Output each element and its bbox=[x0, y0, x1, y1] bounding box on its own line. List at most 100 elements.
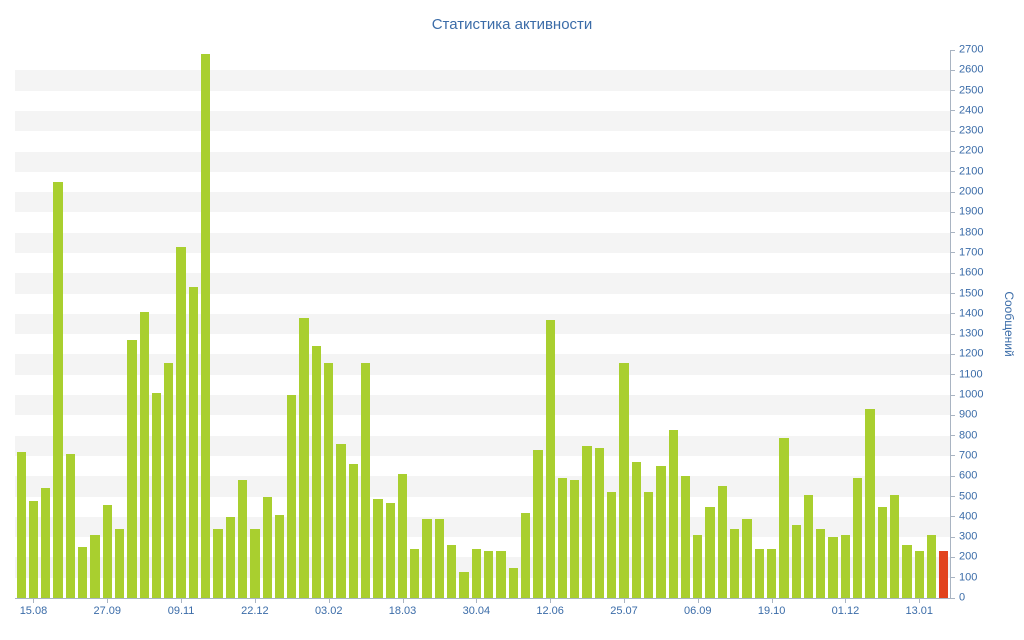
x-tick-mark bbox=[623, 599, 625, 603]
y-tick-label: 0 bbox=[959, 591, 966, 604]
bar bbox=[360, 362, 371, 598]
bar bbox=[594, 447, 605, 598]
y-tick-mark bbox=[951, 150, 955, 152]
chart-title: Статистика активности bbox=[431, 16, 593, 33]
grid-stripe bbox=[15, 313, 950, 335]
y-tick-label: 1500 bbox=[959, 287, 984, 300]
bar bbox=[213, 529, 223, 598]
y-tick-mark bbox=[951, 252, 955, 254]
y-tick-label: 1900 bbox=[959, 205, 984, 218]
y-tick-label: 300 bbox=[959, 530, 978, 543]
plot-area bbox=[15, 50, 951, 599]
x-tick-mark bbox=[181, 599, 183, 603]
bar bbox=[840, 535, 851, 598]
y-tick-label: 2300 bbox=[959, 124, 984, 137]
x-axis: 15.08 27.09 09.11 22.12 03.02 18.03 30.04 12.06… bbox=[15, 599, 950, 621]
bar bbox=[717, 486, 728, 598]
bar bbox=[336, 443, 346, 598]
bar bbox=[397, 474, 408, 598]
bar bbox=[545, 319, 555, 598]
x-tick-label: 12.06 bbox=[536, 605, 564, 617]
y-tick-label: 1100 bbox=[959, 368, 983, 381]
bar bbox=[520, 512, 531, 598]
bar bbox=[889, 494, 900, 598]
bar bbox=[348, 464, 358, 598]
bar bbox=[607, 492, 617, 598]
y-tick-mark bbox=[951, 130, 955, 132]
y-tick-label: 2500 bbox=[959, 84, 984, 97]
bar bbox=[262, 496, 272, 598]
bar bbox=[151, 393, 162, 598]
grid-stripe bbox=[15, 476, 950, 497]
x-tick-mark bbox=[254, 599, 256, 603]
bar bbox=[508, 567, 518, 598]
bar bbox=[656, 466, 666, 598]
grid-stripe bbox=[15, 557, 950, 578]
y-tick-mark bbox=[951, 516, 955, 518]
y-tick-mark bbox=[951, 333, 955, 335]
bar bbox=[496, 551, 506, 598]
y-tick-label: 500 bbox=[959, 490, 978, 503]
bar bbox=[410, 549, 420, 598]
bar bbox=[385, 502, 395, 598]
bar bbox=[90, 535, 100, 598]
y-tick-mark bbox=[951, 536, 955, 538]
bar bbox=[570, 480, 580, 598]
y-tick-mark bbox=[951, 272, 955, 274]
y-tick-mark bbox=[951, 293, 955, 295]
y-tick-mark bbox=[951, 455, 955, 457]
bar bbox=[434, 518, 445, 598]
x-tick-mark bbox=[476, 599, 478, 603]
bar bbox=[926, 535, 937, 598]
bar bbox=[188, 287, 199, 598]
bar bbox=[373, 498, 383, 598]
y-tick-label: 2000 bbox=[959, 185, 984, 198]
bar bbox=[16, 451, 26, 598]
bar bbox=[680, 476, 691, 598]
bar bbox=[127, 340, 137, 598]
bar bbox=[803, 494, 814, 598]
bar bbox=[250, 529, 260, 598]
y-tick-mark bbox=[951, 191, 955, 193]
bar bbox=[471, 549, 481, 598]
bar bbox=[237, 480, 248, 598]
bar bbox=[447, 545, 457, 598]
y-tick-label: 2400 bbox=[959, 104, 984, 117]
bar bbox=[176, 246, 186, 598]
x-tick-mark bbox=[402, 599, 404, 603]
bar bbox=[274, 514, 285, 598]
y-tick-label: 2100 bbox=[959, 165, 984, 178]
grid-stripe bbox=[15, 232, 950, 253]
y-tick-mark bbox=[951, 90, 955, 92]
bar bbox=[619, 362, 629, 598]
bar bbox=[41, 488, 51, 598]
y-tick-label: 700 bbox=[959, 449, 978, 462]
grid-stripe bbox=[15, 354, 950, 375]
grid-stripe bbox=[15, 151, 950, 172]
x-tick-mark bbox=[919, 599, 921, 603]
bar bbox=[791, 524, 801, 598]
bar bbox=[114, 529, 125, 598]
bar bbox=[311, 346, 322, 598]
bar bbox=[816, 529, 826, 598]
bar bbox=[754, 549, 764, 598]
x-tick-label: 09.11 bbox=[167, 605, 195, 617]
bar bbox=[631, 462, 641, 598]
x-tick-mark bbox=[328, 599, 330, 603]
bar bbox=[422, 518, 432, 598]
bar bbox=[324, 362, 334, 598]
x-tick-label: 30.04 bbox=[462, 605, 491, 617]
y-tick-mark bbox=[951, 394, 955, 396]
bar bbox=[877, 506, 887, 598]
y-tick-label: 1600 bbox=[959, 266, 984, 279]
bar bbox=[459, 571, 469, 598]
y-tick-mark bbox=[951, 211, 955, 213]
y-tick-label: 200 bbox=[959, 550, 978, 563]
y-tick-mark bbox=[951, 49, 955, 51]
bar bbox=[865, 409, 875, 598]
x-tick-label: 15.08 bbox=[19, 605, 48, 617]
y-tick-label: 1700 bbox=[959, 246, 984, 259]
grid-stripe bbox=[15, 110, 950, 132]
bar bbox=[557, 478, 568, 598]
x-tick-label: 06.09 bbox=[684, 605, 712, 617]
